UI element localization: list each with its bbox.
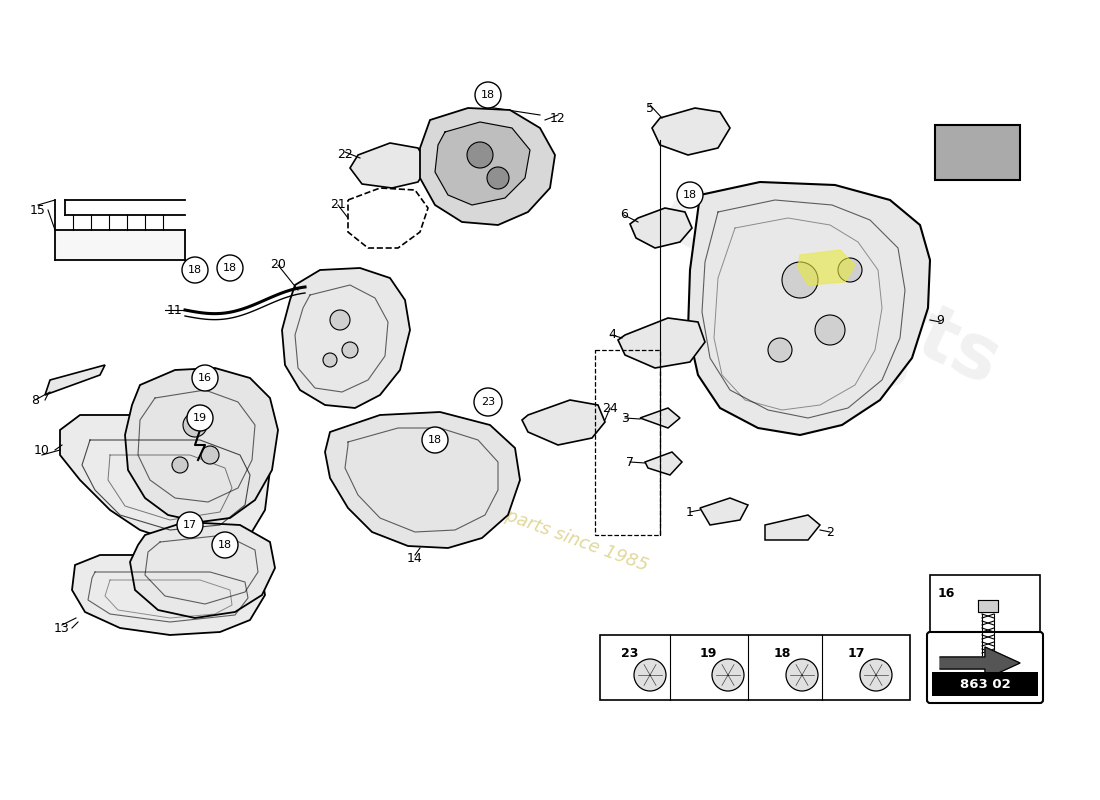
Text: 21: 21	[330, 198, 345, 211]
Circle shape	[422, 427, 448, 453]
Polygon shape	[324, 412, 520, 548]
Circle shape	[192, 365, 218, 391]
Polygon shape	[60, 415, 270, 545]
Text: 1: 1	[686, 506, 694, 518]
Text: 9: 9	[936, 314, 944, 326]
Text: 12: 12	[550, 111, 565, 125]
FancyBboxPatch shape	[600, 635, 910, 700]
Circle shape	[676, 182, 703, 208]
Text: 23: 23	[621, 647, 639, 660]
Polygon shape	[282, 268, 410, 408]
Text: 2: 2	[826, 526, 834, 538]
Polygon shape	[420, 108, 556, 225]
Circle shape	[474, 388, 502, 416]
Circle shape	[468, 142, 493, 168]
Text: 17: 17	[847, 647, 865, 660]
Circle shape	[768, 338, 792, 362]
Text: a passion for parts since 1985: a passion for parts since 1985	[389, 465, 651, 575]
Polygon shape	[618, 318, 705, 368]
FancyBboxPatch shape	[930, 575, 1040, 660]
Polygon shape	[125, 368, 278, 522]
Polygon shape	[798, 250, 855, 285]
FancyBboxPatch shape	[932, 672, 1038, 696]
Polygon shape	[350, 143, 428, 188]
Circle shape	[860, 659, 892, 691]
Circle shape	[786, 659, 818, 691]
Circle shape	[201, 446, 219, 464]
Polygon shape	[55, 230, 185, 260]
Text: 16: 16	[938, 587, 956, 600]
Text: 23: 23	[481, 397, 495, 407]
Circle shape	[475, 82, 500, 108]
Text: 18: 18	[773, 647, 791, 660]
Circle shape	[182, 257, 208, 283]
Circle shape	[815, 315, 845, 345]
Polygon shape	[522, 400, 605, 445]
Text: 17: 17	[183, 520, 197, 530]
Text: 6: 6	[620, 209, 628, 222]
FancyBboxPatch shape	[935, 125, 1020, 180]
Text: 16: 16	[198, 373, 212, 383]
Text: 8: 8	[31, 394, 38, 406]
Circle shape	[838, 258, 862, 282]
Text: 4: 4	[608, 329, 616, 342]
Text: 18: 18	[218, 540, 232, 550]
Circle shape	[342, 342, 358, 358]
Polygon shape	[640, 408, 680, 428]
Text: 20: 20	[271, 258, 286, 271]
Text: 19: 19	[192, 413, 207, 423]
Circle shape	[782, 262, 818, 298]
Text: 85: 85	[818, 314, 922, 406]
Polygon shape	[45, 365, 104, 395]
Circle shape	[187, 405, 213, 431]
Text: 863 02: 863 02	[959, 678, 1011, 690]
Circle shape	[172, 457, 188, 473]
FancyBboxPatch shape	[927, 632, 1043, 703]
Polygon shape	[940, 647, 1020, 679]
Circle shape	[212, 532, 238, 558]
Text: 18: 18	[188, 265, 202, 275]
Circle shape	[177, 512, 204, 538]
Polygon shape	[700, 498, 748, 525]
Circle shape	[712, 659, 744, 691]
Text: 7: 7	[626, 455, 634, 469]
Polygon shape	[688, 182, 930, 435]
Polygon shape	[72, 555, 265, 635]
Circle shape	[487, 167, 509, 189]
Polygon shape	[652, 108, 730, 155]
Circle shape	[183, 413, 207, 437]
Polygon shape	[645, 452, 682, 475]
Text: 22: 22	[337, 149, 353, 162]
Text: 18: 18	[683, 190, 697, 200]
Text: 10: 10	[34, 443, 50, 457]
Circle shape	[323, 353, 337, 367]
Text: 11: 11	[167, 303, 183, 317]
Text: 3: 3	[621, 411, 629, 425]
Circle shape	[634, 659, 665, 691]
Circle shape	[217, 255, 243, 281]
Text: 15: 15	[30, 203, 46, 217]
Text: 13: 13	[54, 622, 70, 634]
Text: 18: 18	[428, 435, 442, 445]
Text: 14: 14	[407, 551, 422, 565]
Text: GloParts: GloParts	[648, 179, 1012, 401]
Polygon shape	[434, 122, 530, 205]
Polygon shape	[630, 208, 692, 248]
Circle shape	[330, 310, 350, 330]
Polygon shape	[978, 600, 998, 612]
Text: 24: 24	[602, 402, 618, 414]
Polygon shape	[130, 522, 275, 618]
Text: 18: 18	[223, 263, 238, 273]
Bar	[595, 350, 660, 535]
Text: 18: 18	[481, 90, 495, 100]
Polygon shape	[764, 515, 820, 540]
Polygon shape	[348, 188, 428, 248]
Text: 19: 19	[700, 647, 717, 660]
Text: 5: 5	[646, 102, 654, 114]
